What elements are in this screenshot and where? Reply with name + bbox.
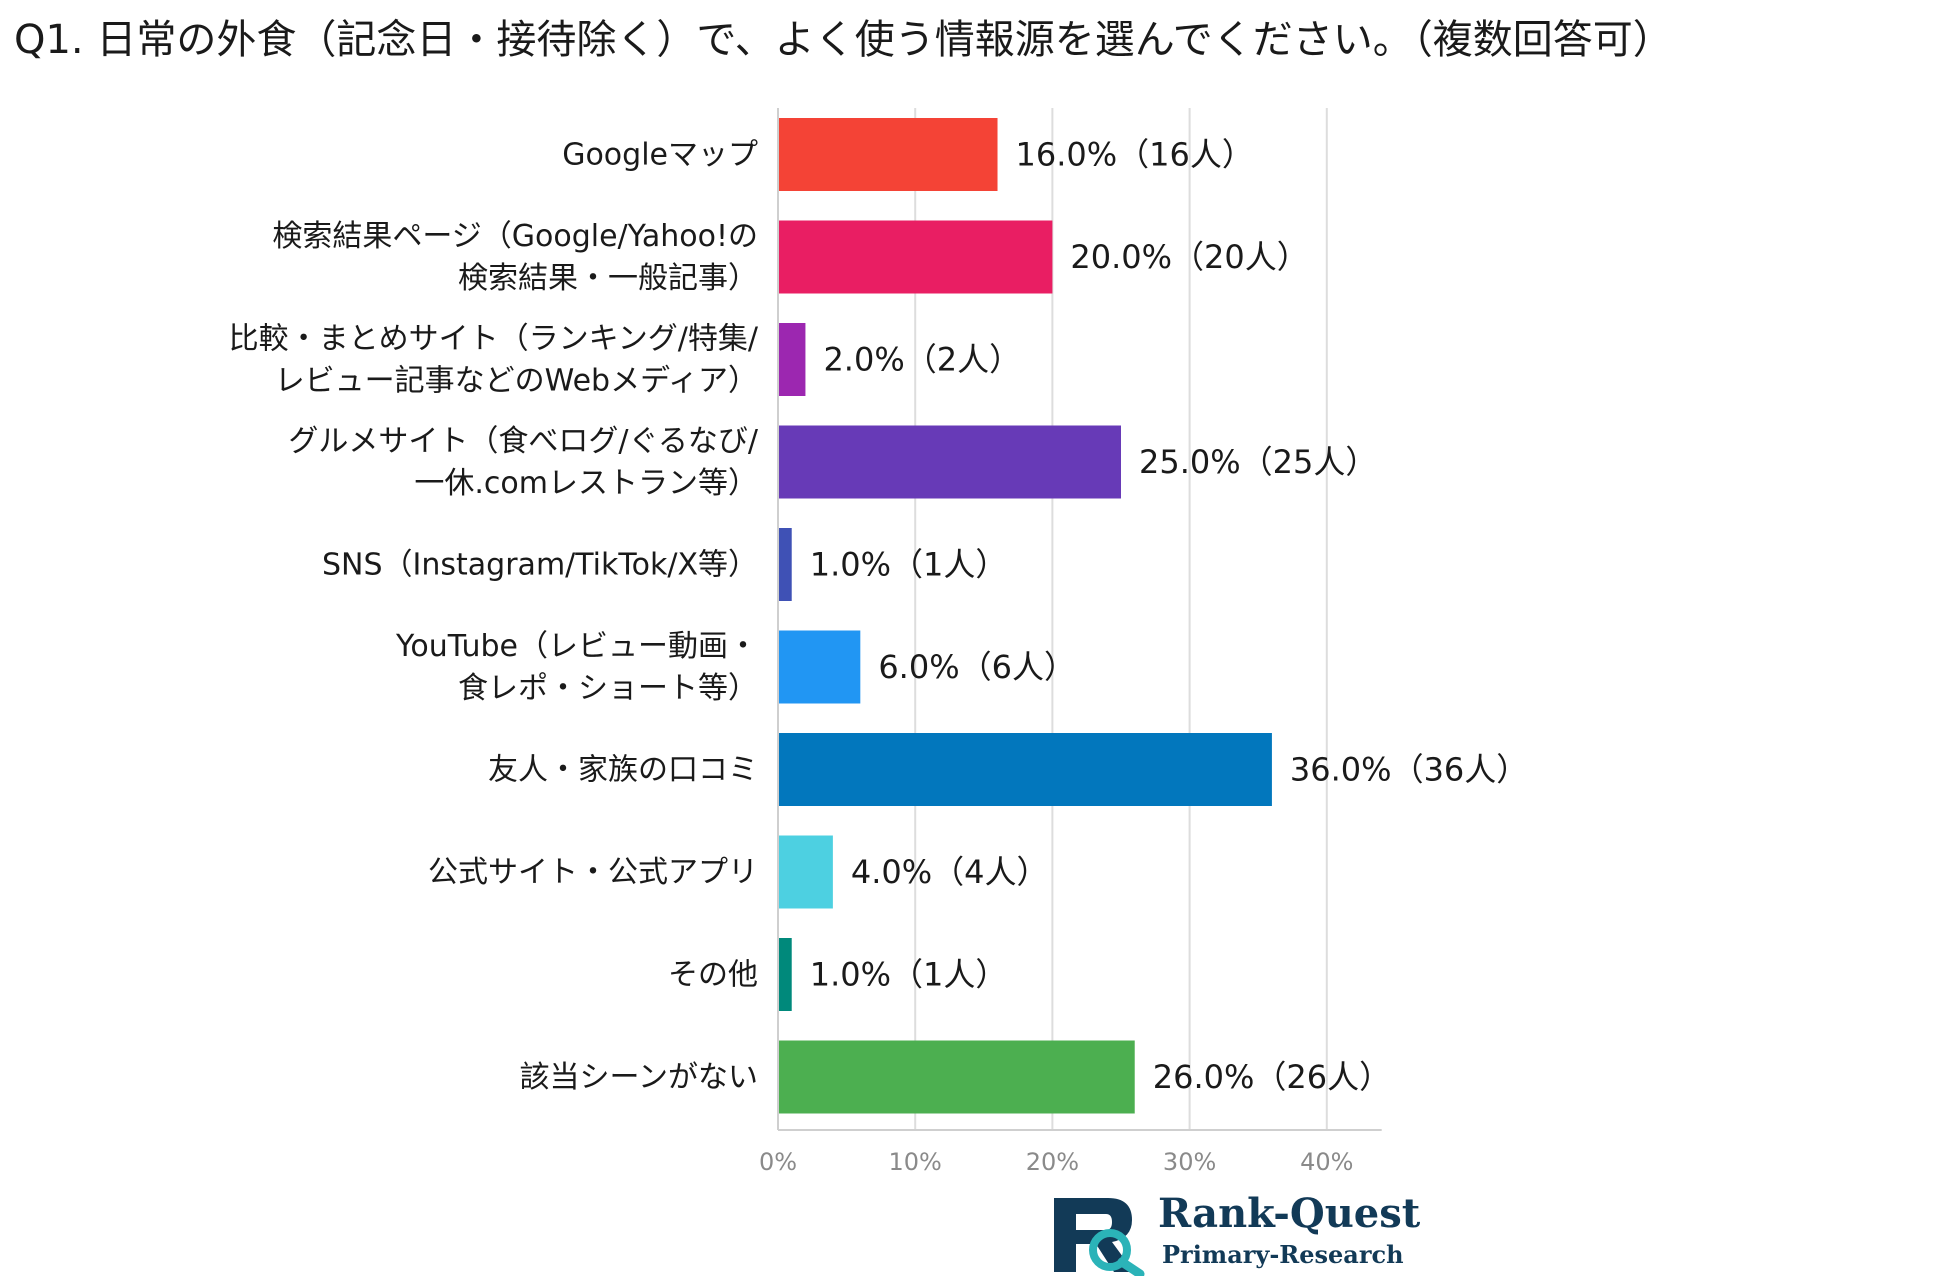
bar — [778, 118, 998, 191]
category-label: 比較・まとめサイト（ランキング/特集/ — [229, 322, 759, 357]
bar — [778, 938, 792, 1011]
category-label: レビュー記事などのWebメディア） — [275, 364, 758, 399]
x-tick-label: 30% — [1163, 1148, 1216, 1176]
x-tick-label: 10% — [889, 1148, 942, 1176]
data-label: 6.0%（6人） — [878, 648, 1076, 686]
chart-title: Q1. 日常の外食（記念日・接待除く）で、よく使う情報源を選んでください。（複数… — [14, 17, 1673, 63]
category-label: 該当シーンがない — [520, 1060, 759, 1095]
category-label: 一休.comレストラン等） — [414, 466, 758, 501]
category-label: 公式サイト・公式アプリ — [428, 855, 758, 890]
category-label: その他 — [668, 958, 758, 993]
bars — [778, 118, 1272, 1114]
category-labels: Googleマップ検索結果ページ（Google/Yahoo!の検索結果・一般記事… — [229, 138, 759, 1096]
rank-quest-logo: Rank-Quest Primary-Research — [1050, 1188, 1430, 1279]
data-label: 16.0%（16人） — [1016, 136, 1254, 174]
category-label: グルメサイト（食べログ/ぐるなび/ — [288, 424, 759, 459]
category-label: 食レポ・ショート等） — [458, 671, 758, 706]
rq-emblem-icon — [1054, 1198, 1145, 1279]
x-axis: 0% 10% 20% 30% 40% — [759, 108, 1382, 1176]
bar — [778, 323, 806, 396]
category-label: Googleマップ — [562, 138, 758, 173]
x-tick-label: 40% — [1300, 1148, 1353, 1176]
category-label: 検索結果ページ（Google/Yahoo!の — [272, 219, 758, 254]
bar — [778, 630, 861, 704]
category-label: SNS（Instagram/TikTok/X等） — [322, 548, 758, 583]
data-label: 26.0%（26人） — [1153, 1058, 1391, 1096]
bar — [778, 835, 833, 909]
value-labels: 16.0%（16人） 20.0%（20人） 2.0%（2人） 25.0%（25人） 1.… — [810, 136, 1529, 1097]
category-label: YouTube（レビュー動画・ — [395, 629, 758, 664]
data-label: 4.0%（4人） — [851, 853, 1049, 891]
data-label: 36.0%（36人） — [1290, 751, 1528, 789]
bar — [778, 425, 1121, 499]
bar — [778, 220, 1053, 294]
data-label: 2.0%（2人） — [823, 341, 1021, 379]
data-label: 1.0%（1人） — [810, 546, 1008, 584]
data-label: 20.0%（20人） — [1070, 238, 1308, 276]
data-label: 1.0%（1人） — [810, 956, 1008, 994]
logo-subtitle: Primary-Research — [1162, 1240, 1404, 1269]
bar — [778, 733, 1272, 806]
x-tick-label: 20% — [1026, 1148, 1079, 1176]
category-label: 友人・家族の口コミ — [488, 753, 758, 788]
data-label: 25.0%（25人） — [1139, 443, 1377, 481]
bar — [778, 528, 792, 601]
bar — [778, 1040, 1135, 1114]
x-tick-label: 0% — [759, 1148, 797, 1176]
logo-title: Rank-Quest — [1158, 1190, 1421, 1237]
category-label: 検索結果・一般記事） — [458, 261, 758, 296]
